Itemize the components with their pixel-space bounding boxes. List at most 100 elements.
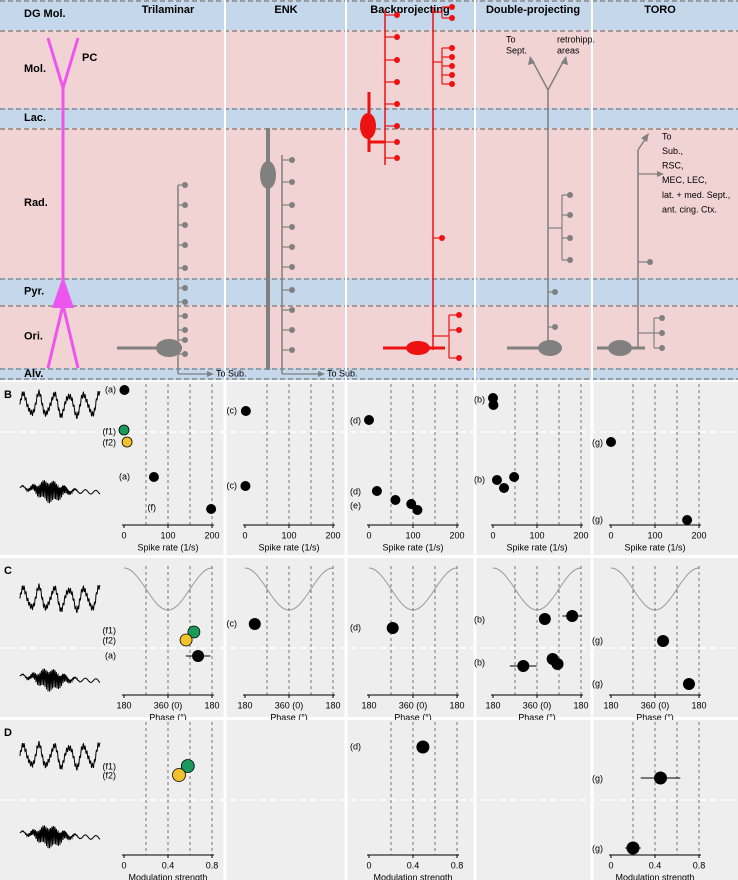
annotation: RSC, [662, 161, 684, 171]
cell-label: PC [82, 52, 97, 64]
point-label: (e) [350, 500, 361, 510]
lfp-trace [19, 583, 101, 613]
data-point [390, 495, 401, 505]
point-label: (c) [227, 618, 238, 628]
x-tick-label: 0.8 [451, 860, 464, 870]
x-axis-label: Spike rate (1/s) [624, 542, 685, 552]
data-point [148, 472, 159, 482]
bouton [289, 327, 295, 333]
x-tick-label: 0 [121, 860, 126, 870]
x-tick-label: 100 [647, 530, 662, 540]
pc-branch [61, 37, 80, 89]
point-label: (g) [592, 773, 603, 783]
bouton [394, 139, 400, 145]
point-label: (g) [592, 437, 603, 447]
point-label: (c) [227, 405, 238, 415]
x-tick-label: 0.4 [649, 860, 662, 870]
data-point [386, 622, 399, 634]
annotation: ant. cing. Ctx. [662, 204, 717, 214]
x-tick-label: 180 [116, 700, 131, 710]
point-label: (g) [592, 635, 603, 645]
data-point [248, 618, 261, 630]
arrowhead [528, 56, 535, 65]
annotation: To Sub. [327, 368, 358, 378]
x-tick-label: 100 [281, 530, 296, 540]
bouton [567, 235, 573, 241]
data-point [654, 771, 667, 785]
bouton [182, 285, 188, 291]
bouton [394, 57, 400, 63]
arrowhead [561, 56, 568, 65]
bouton [659, 345, 665, 351]
data-point [538, 613, 551, 625]
bouton [289, 287, 295, 293]
x-tick-label: 200 [325, 530, 340, 540]
data-point [187, 625, 201, 639]
bouton [567, 257, 573, 263]
data-point [119, 385, 130, 395]
column-title: Trilaminar [142, 4, 195, 16]
bouton [289, 307, 295, 313]
lfp-trace [19, 741, 101, 771]
layer-label: Rad. [24, 197, 48, 209]
annotation: areas [557, 45, 580, 55]
point-label: (f1) [103, 426, 117, 436]
bouton [394, 101, 400, 107]
layer-label: Pyr. [24, 285, 44, 297]
pc-axon [46, 304, 65, 369]
point-label: (a) [105, 650, 116, 660]
layer-band [0, 128, 738, 278]
data-point [606, 437, 616, 447]
lfp-trace [19, 825, 101, 849]
arrowhead [641, 133, 649, 142]
data-point [491, 475, 502, 485]
bouton [289, 157, 295, 163]
x-axis-label: Modulation strength [615, 872, 694, 880]
soma [360, 113, 376, 139]
panel-label: B [4, 389, 12, 401]
panel-label: D [4, 727, 12, 739]
lfp-trace [19, 668, 101, 692]
x-tick-label: 360 (0) [275, 700, 304, 710]
x-tick-label: 180 [325, 700, 340, 710]
x-axis-label: Modulation strength [373, 872, 452, 880]
point-label: (d) [350, 741, 361, 751]
bouton [289, 202, 295, 208]
x-tick-label: 200 [449, 530, 464, 540]
arrowhead [318, 371, 325, 377]
bouton [552, 324, 558, 330]
data-point [364, 415, 374, 425]
point-label: (a) [119, 471, 130, 481]
bouton [647, 259, 653, 265]
x-tick-label: 180 [603, 700, 618, 710]
column-title: Double-projecting [486, 4, 580, 16]
column-title: ENK [274, 4, 297, 16]
x-tick-label: 100 [405, 530, 420, 540]
x-tick-label: 0.8 [693, 860, 706, 870]
lfp-trace [19, 480, 101, 504]
annotation: Sub., [662, 146, 683, 156]
x-axis-label: Spike rate (1/s) [382, 542, 443, 552]
bouton [659, 330, 665, 336]
soma [156, 339, 182, 357]
bouton [449, 4, 455, 10]
data-point [206, 504, 217, 514]
point-label: (g) [592, 678, 603, 688]
annotation: To [662, 131, 672, 141]
point-label: (f2) [103, 770, 117, 780]
soma [538, 340, 562, 356]
data-point [406, 499, 417, 509]
x-tick-label: 0 [608, 860, 613, 870]
x-tick-label: 360 (0) [399, 700, 428, 710]
x-tick-label: 0 [121, 530, 126, 540]
soma [608, 340, 632, 356]
point-label: (a) [105, 384, 116, 394]
data-point [517, 660, 530, 672]
bouton [449, 81, 455, 87]
point-label: (f) [148, 502, 157, 512]
bouton [456, 327, 462, 333]
data-point [179, 633, 193, 647]
point-label: (f2) [103, 635, 117, 645]
annotation: To [506, 34, 516, 44]
